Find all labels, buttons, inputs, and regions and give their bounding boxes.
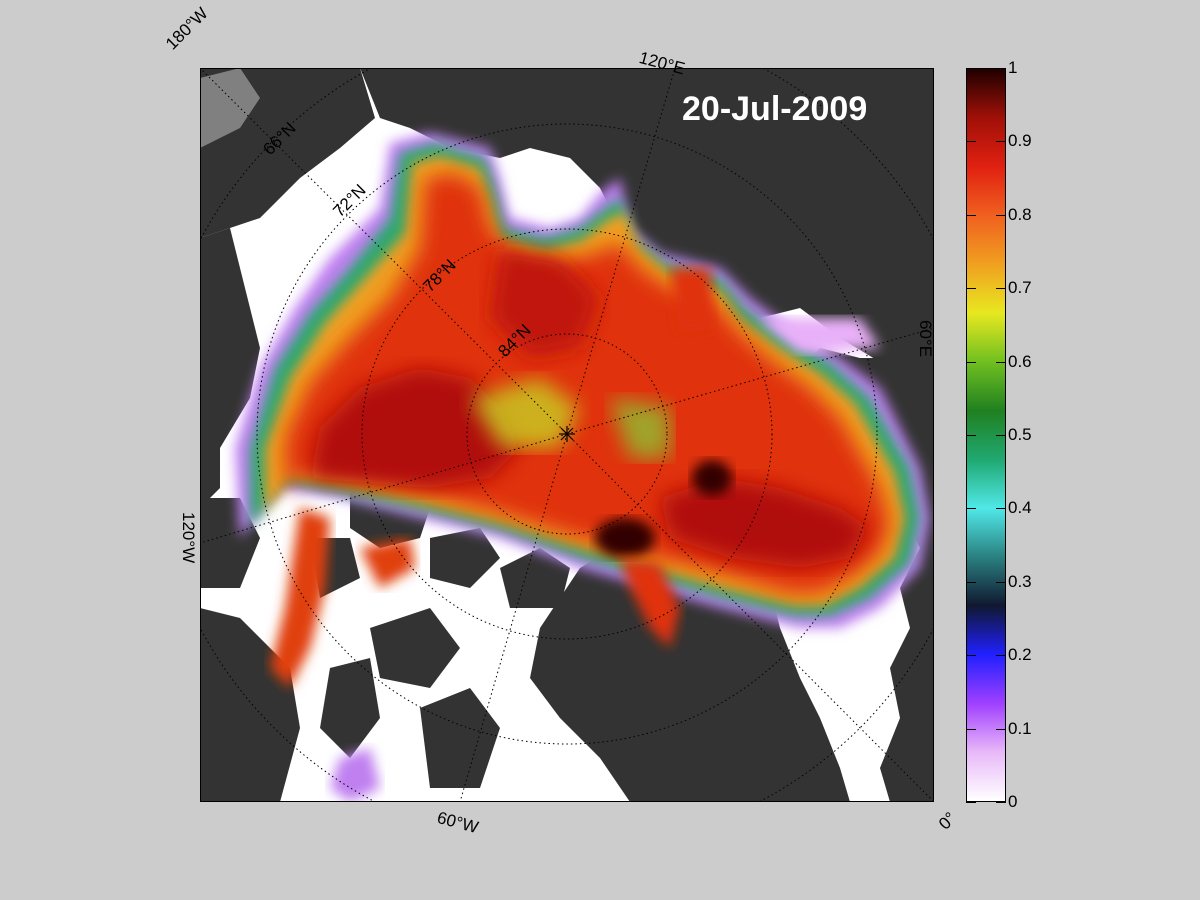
lon-label-120w: 120°W	[179, 512, 198, 564]
colorbar-tick-mark	[996, 141, 1006, 143]
colorbar-tick-mark	[996, 435, 1006, 436]
colorbar-tick-mark	[996, 802, 1006, 803]
alaska-ice	[200, 68, 260, 148]
date-label: 20-Jul-2009	[682, 90, 868, 128]
colorbar-tick-mark	[966, 508, 976, 510]
colorbar-tick-mark	[966, 435, 976, 436]
colorbar-tick-mark	[996, 581, 1006, 583]
lon-label-0: 0°	[935, 808, 960, 834]
colorbar-tick-mark	[996, 214, 1006, 216]
colorbar-tick-label: 0.3	[1008, 571, 1032, 591]
colorbar-tick-mark	[966, 214, 976, 216]
colorbar-tick-mark	[996, 68, 1006, 69]
colorbar-tick-mark	[996, 288, 1006, 290]
colorbar-tick-mark	[966, 361, 976, 363]
lon-label-180w: 180°W	[162, 3, 212, 54]
colorbar-tick-label: 0.2	[1008, 645, 1032, 665]
colorbar-tick-mark	[966, 581, 976, 583]
colorbar-tick-label: 1	[1008, 58, 1018, 77]
colorbar-tick-mark	[996, 728, 1006, 730]
colorbar-tick-label: 0.1	[1008, 718, 1032, 738]
colorbar-tick-label: 0	[1008, 792, 1018, 811]
colorbar-tick-label: 0.6	[1008, 351, 1032, 371]
colorbar-tick-mark	[966, 141, 976, 143]
colorbar-tick-label: 0.8	[1008, 204, 1032, 224]
lon-label-60w: 60°W	[435, 808, 481, 838]
graticule	[200, 68, 934, 802]
colorbar-tick-mark	[966, 802, 976, 803]
sea-ice-map: 66°N 72°N 78°N 84°N	[200, 68, 934, 802]
lon-label-60e: 60°E	[916, 320, 935, 358]
colorbar-tick-label: 0.9	[1008, 131, 1032, 151]
colorbar-tick-label: 0.5	[1008, 425, 1032, 444]
colorbar-tick-mark	[966, 655, 976, 657]
north-pole-marker	[559, 426, 575, 442]
colorbar-tick-mark	[966, 68, 976, 69]
colorbar-tick-mark	[966, 288, 976, 290]
colorbar-tick-label: 0.4	[1008, 498, 1032, 518]
map-frame	[200, 68, 934, 802]
colorbar-tick-mark	[996, 655, 1006, 657]
colorbar-tick-mark	[966, 728, 976, 730]
sea-ice-field	[235, 133, 930, 802]
colorbar-tick-label: 0.7	[1008, 278, 1032, 298]
colorbar-tick-mark	[996, 361, 1006, 363]
colorbar-tick-mark	[996, 508, 1006, 510]
